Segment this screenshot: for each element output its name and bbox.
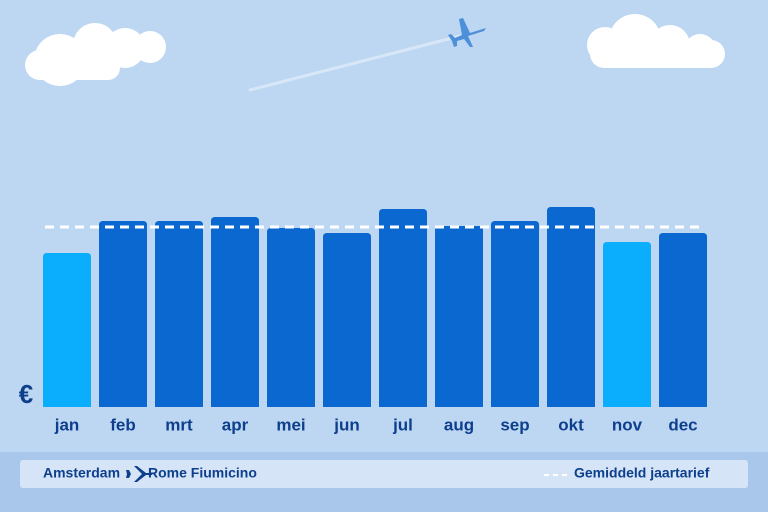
x-tick-label: jul — [392, 415, 413, 434]
bar — [491, 221, 539, 407]
legend-destination: Rome Fiumicino — [148, 465, 257, 481]
bar — [659, 233, 707, 407]
plane-legend-icon — [126, 466, 153, 482]
legend-average: Gemiddeld jaartarief — [574, 465, 710, 481]
x-tick-label: okt — [558, 415, 584, 434]
x-tick-label: feb — [110, 415, 136, 434]
x-tick-label: jan — [54, 415, 80, 434]
contrail — [248, 34, 462, 92]
currency-symbol: € — [19, 379, 33, 409]
bar — [547, 207, 595, 407]
bar — [99, 221, 147, 407]
x-tick-label: nov — [612, 415, 643, 434]
bar — [211, 217, 259, 407]
decoration — [25, 14, 725, 86]
bar — [435, 226, 483, 407]
x-tick-label: dec — [668, 415, 697, 434]
bar — [603, 242, 651, 407]
bar — [379, 209, 427, 407]
x-tick-label: apr — [222, 415, 249, 434]
bar — [155, 221, 203, 407]
x-tick-label: aug — [444, 415, 474, 434]
x-tick-label: mrt — [165, 415, 193, 434]
legend-origin: Amsterdam — [43, 465, 120, 481]
plane-icon — [448, 18, 486, 47]
legend-box — [20, 460, 748, 488]
x-tick-label: jun — [333, 415, 360, 434]
bar — [43, 253, 91, 407]
x-tick-label: sep — [500, 415, 529, 434]
bar — [323, 233, 371, 407]
x-tick-label: mei — [276, 415, 305, 434]
bar — [267, 228, 315, 407]
